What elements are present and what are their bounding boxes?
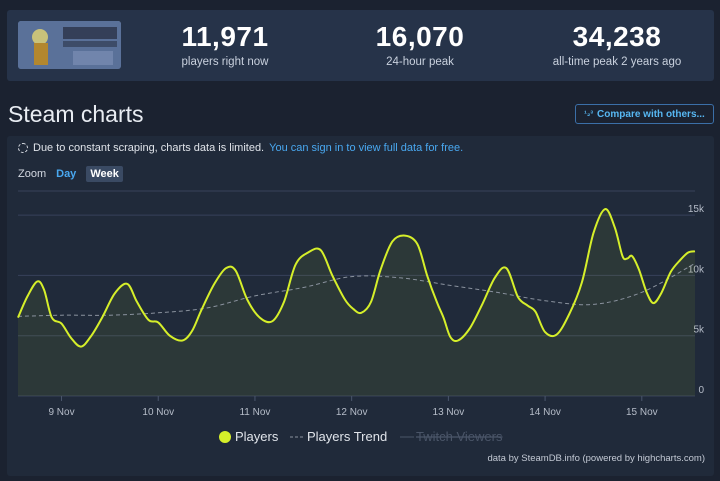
y-tick-label: 15k: [688, 204, 705, 215]
loading-icon: [18, 143, 28, 153]
stat-players-now: 11,971 players right now: [165, 21, 285, 69]
players-area: [18, 209, 695, 396]
compare-button[interactable]: ¹₂³ Compare with others...: [575, 104, 714, 124]
legend-players-trend: Players Trend: [307, 429, 387, 444]
peak-24h-value: 16,070: [375, 21, 465, 52]
zoom-week-button[interactable]: Week: [86, 166, 123, 182]
x-tick-label: 15 Nov: [626, 407, 658, 418]
x-tick-label: 10 Nov: [142, 407, 174, 418]
x-tick-label: 13 Nov: [433, 407, 465, 418]
zoom-controls: Zoom Day Week: [18, 166, 123, 182]
y-tick-label: 0: [698, 385, 704, 396]
players-now-label: players right now: [181, 56, 269, 68]
x-tick-label: 11 Nov: [239, 407, 270, 418]
game-thumbnail[interactable]: [18, 21, 121, 69]
players-line: [17, 208, 696, 348]
x-tick-label: 9 Nov: [48, 407, 74, 418]
compare-icon: ¹₂³: [584, 109, 594, 118]
chart-panel: Due to constant scraping, charts data is…: [7, 136, 714, 476]
players-chart[interactable]: 0 5k 10k 15k 9 Nov 10 Nov 11 Nov 12 Nov 13 Nov 14…: [7, 136, 714, 476]
all-time-peak-value: 34,238: [572, 21, 662, 52]
scraping-notice: Due to constant scraping, charts data is…: [18, 142, 463, 154]
x-tick-label: 14 Nov: [529, 407, 561, 418]
peak-24h-label: 24-hour peak: [386, 56, 454, 68]
section-title: Steam charts: [8, 101, 144, 127]
zoom-day-button[interactable]: Day: [56, 168, 77, 180]
players-now-value: 11,971: [181, 21, 269, 52]
chart-credit: data by SteamDB.info (powered by highcha…: [487, 453, 705, 464]
y-tick-label: 10k: [688, 264, 705, 275]
compare-button-label: Compare with others...: [597, 108, 705, 120]
game-logo-image: [18, 21, 121, 69]
legend-twitch-viewers: Twitch Viewers: [416, 429, 503, 444]
notice-text: Due to constant scraping, charts data is…: [33, 142, 265, 154]
legend-players-marker: [219, 431, 231, 443]
stat-all-time-peak: 34,238 all-time peak 2 years ago: [532, 21, 702, 69]
zoom-label: Zoom: [18, 168, 47, 180]
legend-players: Players: [235, 429, 279, 444]
sign-in-link[interactable]: You can sign in to view full data for fr…: [269, 142, 464, 154]
y-tick-label: 5k: [693, 325, 705, 336]
stats-bar: 11,971 players right now 16,070 24-hour …: [7, 10, 714, 81]
players-trend-line: [17, 262, 696, 317]
x-tick-label: 12 Nov: [336, 407, 368, 418]
all-time-peak-label: all-time peak 2 years ago: [552, 56, 682, 68]
stat-24h-peak: 16,070 24-hour peak: [350, 21, 490, 69]
